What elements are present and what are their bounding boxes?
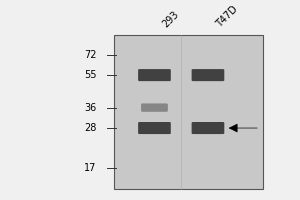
Text: 72: 72 — [84, 50, 97, 60]
FancyBboxPatch shape — [138, 69, 171, 81]
Text: 293: 293 — [160, 9, 181, 30]
FancyBboxPatch shape — [192, 69, 224, 81]
FancyBboxPatch shape — [138, 122, 171, 134]
FancyBboxPatch shape — [141, 103, 168, 112]
Text: 36: 36 — [84, 103, 97, 113]
Text: 28: 28 — [84, 123, 97, 133]
Text: T47D: T47D — [214, 4, 239, 30]
Text: 17: 17 — [84, 163, 97, 173]
Text: 55: 55 — [84, 70, 97, 80]
FancyBboxPatch shape — [192, 122, 224, 134]
FancyBboxPatch shape — [114, 35, 263, 189]
